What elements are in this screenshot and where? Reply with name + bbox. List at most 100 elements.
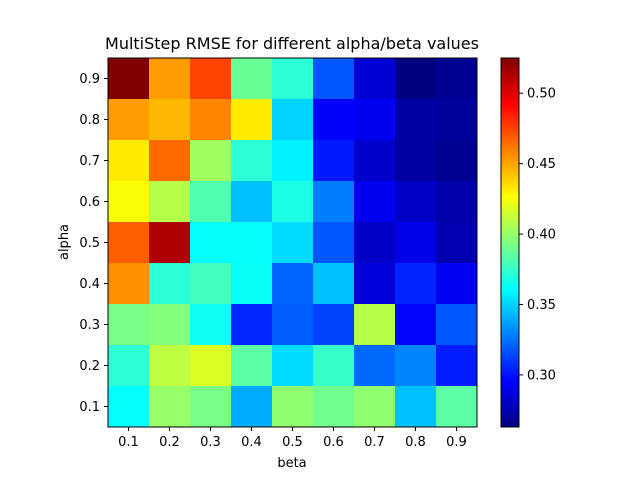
heatmap-cell-alpha-0.8-beta-0.9 (436, 99, 478, 141)
heatmap-cell-alpha-0.2-beta-0.2 (149, 345, 191, 387)
colorbar-tick-label: 0.40 (527, 228, 556, 243)
heatmap-cell-alpha-0.4-beta-0.3 (190, 263, 232, 305)
heatmap-cell-alpha-0.6-beta-0.5 (272, 181, 314, 223)
heatmap-cell-alpha-0.2-beta-0.7 (354, 345, 396, 387)
heatmap-cell-alpha-0.7-beta-0.5 (272, 140, 314, 182)
heatmap-cell-alpha-0.3-beta-0.6 (313, 304, 355, 346)
heatmap-cell-alpha-0.6-beta-0.3 (190, 181, 232, 223)
heatmap-cell-alpha-0.3-beta-0.8 (395, 304, 437, 346)
x-tick-label: 0.1 (118, 435, 139, 450)
heatmap-cell-alpha-0.2-beta-0.4 (231, 345, 273, 387)
heatmap-cell-alpha-0.4-beta-0.9 (436, 263, 478, 305)
heatmap-cell-alpha-0.6-beta-0.7 (354, 181, 396, 223)
heatmap-cell-alpha-0.5-beta-0.6 (313, 222, 355, 264)
heatmap-cell-alpha-0.4-beta-0.4 (231, 263, 273, 305)
heatmap-cell-alpha-0.7-beta-0.6 (313, 140, 355, 182)
heatmap-cell-alpha-0.4-beta-0.1 (108, 263, 150, 305)
heatmap-cell-alpha-0.8-beta-0.3 (190, 99, 232, 141)
heatmap-cell-alpha-0.8-beta-0.4 (231, 99, 273, 141)
heatmap-cell-alpha-0.5-beta-0.2 (149, 222, 191, 264)
colorbar-tick-label: 0.35 (527, 298, 556, 313)
heatmap-cell-alpha-0.5-beta-0.5 (272, 222, 314, 264)
heatmap-cells (108, 58, 478, 428)
chart-title: MultiStep RMSE for different alpha/beta … (105, 34, 479, 53)
heatmap-cell-alpha-0.8-beta-0.2 (149, 99, 191, 141)
heatmap-cell-alpha-0.4-beta-0.6 (313, 263, 355, 305)
heatmap-cell-alpha-0.4-beta-0.2 (149, 263, 191, 305)
heatmap-cell-alpha-0.3-beta-0.7 (354, 304, 396, 346)
x-tick-label: 0.5 (282, 435, 303, 450)
colorbar-ticks: 0.30 0.35 0.40 0.45 0.50 (519, 87, 556, 383)
heatmap-cell-alpha-0.1-beta-0.2 (149, 386, 191, 428)
heatmap-cell-alpha-0.7-beta-0.8 (395, 140, 437, 182)
heatmap-cell-alpha-0.6-beta-0.2 (149, 181, 191, 223)
heatmap-cell-alpha-0.6-beta-0.4 (231, 181, 273, 223)
heatmap-cell-alpha-0.9-beta-0.3 (190, 58, 232, 100)
x-tick-label: 0.2 (159, 435, 180, 450)
colorbar (500, 57, 520, 428)
y-tick-label: 0.9 (79, 72, 100, 87)
heatmap-cell-alpha-0.8-beta-0.6 (313, 99, 355, 141)
heatmap-cell-alpha-0.9-beta-0.4 (231, 58, 273, 100)
x-tick-label: 0.7 (364, 435, 385, 450)
heatmap-cell-alpha-0.2-beta-0.8 (395, 345, 437, 387)
y-tick-label: 0.2 (79, 359, 100, 374)
y-tick-label: 0.1 (79, 400, 100, 415)
colorbar-tick-label: 0.30 (527, 368, 556, 383)
y-axis-title: alpha (57, 224, 72, 260)
heatmap-cell-alpha-0.9-beta-0.1 (108, 58, 150, 100)
y-tick-label: 0.3 (79, 318, 100, 333)
heatmap-cell-alpha-0.3-beta-0.1 (108, 304, 150, 346)
heatmap-cell-alpha-0.7-beta-0.3 (190, 140, 232, 182)
heatmap-cell-alpha-0.5-beta-0.9 (436, 222, 478, 264)
colorbar-tick-label: 0.50 (527, 87, 556, 102)
heatmap-cell-alpha-0.2-beta-0.9 (436, 345, 478, 387)
heatmap-cell-alpha-0.7-beta-0.7 (354, 140, 396, 182)
heatmap-cell-alpha-0.4-beta-0.5 (272, 263, 314, 305)
y-tick-label: 0.7 (79, 154, 100, 169)
heatmap-cell-alpha-0.5-beta-0.7 (354, 222, 396, 264)
heatmap-cell-alpha-0.8-beta-0.5 (272, 99, 314, 141)
y-tick-label: 0.4 (79, 277, 100, 292)
heatmap-cell-alpha-0.7-beta-0.9 (436, 140, 478, 182)
heatmap-cell-alpha-0.9-beta-0.2 (149, 58, 191, 100)
x-axis-ticks: 0.1 0.2 0.3 0.4 0.5 0.6 0.7 0.8 0.9 (118, 427, 467, 450)
heatmap-cell-alpha-0.3-beta-0.2 (149, 304, 191, 346)
heatmap-cell-alpha-0.1-beta-0.6 (313, 386, 355, 428)
heatmap-cell-alpha-0.1-beta-0.1 (108, 386, 150, 428)
y-axis-ticks: 0.1 0.2 0.3 0.4 0.5 0.6 0.7 0.8 0.9 (79, 72, 108, 415)
colorbar-tick-label: 0.45 (527, 157, 556, 172)
heatmap-cell-alpha-0.2-beta-0.3 (190, 345, 232, 387)
heatmap-cell-alpha-0.3-beta-0.5 (272, 304, 314, 346)
heatmap-cell-alpha-0.7-beta-0.4 (231, 140, 273, 182)
heatmap-cell-alpha-0.7-beta-0.1 (108, 140, 150, 182)
y-tick-label: 0.5 (79, 236, 100, 251)
x-tick-label: 0.3 (200, 435, 221, 450)
heatmap-cell-alpha-0.1-beta-0.7 (354, 386, 396, 428)
heatmap-cell-alpha-0.1-beta-0.9 (436, 386, 478, 428)
x-axis-title: beta (277, 456, 306, 471)
heatmap-cell-alpha-0.6-beta-0.1 (108, 181, 150, 223)
y-tick-label: 0.8 (79, 113, 100, 128)
heatmap-cell-alpha-0.5-beta-0.4 (231, 222, 273, 264)
heatmap-cell-alpha-0.3-beta-0.4 (231, 304, 273, 346)
heatmap-cell-alpha-0.5-beta-0.3 (190, 222, 232, 264)
heatmap-cell-alpha-0.1-beta-0.5 (272, 386, 314, 428)
heatmap-cell-alpha-0.1-beta-0.8 (395, 386, 437, 428)
heatmap-cell-alpha-0.9-beta-0.9 (436, 58, 478, 100)
heatmap-cell-alpha-0.9-beta-0.8 (395, 58, 437, 100)
heatmap-cell-alpha-0.1-beta-0.4 (231, 386, 273, 428)
heatmap-cell-alpha-0.9-beta-0.5 (272, 58, 314, 100)
heatmap-cell-alpha-0.8-beta-0.1 (108, 99, 150, 141)
heatmap-cell-alpha-0.2-beta-0.1 (108, 345, 150, 387)
heatmap-cell-alpha-0.5-beta-0.1 (108, 222, 150, 264)
heatmap-cell-alpha-0.9-beta-0.7 (354, 58, 396, 100)
heatmap-cell-alpha-0.2-beta-0.5 (272, 345, 314, 387)
heatmap-cell-alpha-0.1-beta-0.3 (190, 386, 232, 428)
x-tick-label: 0.9 (446, 435, 467, 450)
heatmap-cell-alpha-0.4-beta-0.8 (395, 263, 437, 305)
heatmap-cell-alpha-0.4-beta-0.7 (354, 263, 396, 305)
heatmap-cell-alpha-0.3-beta-0.9 (436, 304, 478, 346)
